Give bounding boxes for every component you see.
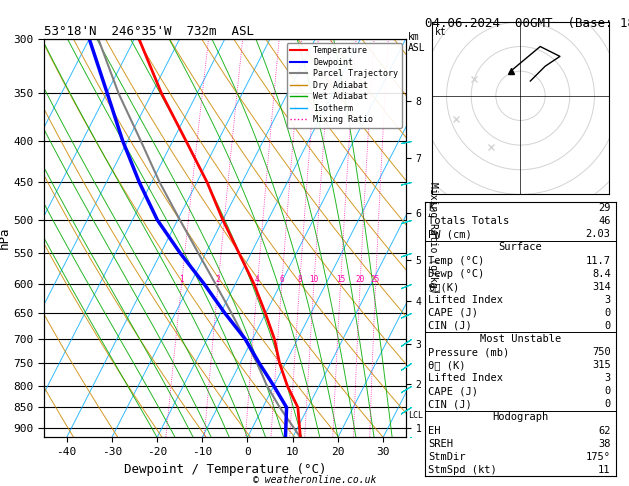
Text: CAPE (J): CAPE (J) <box>428 308 479 318</box>
Text: kt: kt <box>435 27 447 37</box>
Text: Lifted Index: Lifted Index <box>428 373 503 383</box>
Text: 8: 8 <box>298 275 302 284</box>
Text: 53°18'N  246°35'W  732m  ASL: 53°18'N 246°35'W 732m ASL <box>44 25 254 38</box>
Text: CIN (J): CIN (J) <box>428 399 472 409</box>
Text: 4: 4 <box>255 275 260 284</box>
Text: CIN (J): CIN (J) <box>428 321 472 331</box>
Text: CAPE (J): CAPE (J) <box>428 386 479 396</box>
Text: SREH: SREH <box>428 438 454 449</box>
Text: 04.06.2024  00GMT  (Base: 18): 04.06.2024 00GMT (Base: 18) <box>425 17 629 30</box>
Text: Lifted Index: Lifted Index <box>428 295 503 305</box>
Text: K: K <box>428 203 435 213</box>
Text: 29: 29 <box>598 203 611 213</box>
Text: Most Unstable: Most Unstable <box>480 334 561 344</box>
Legend: Temperature, Dewpoint, Parcel Trajectory, Dry Adiabat, Wet Adiabat, Isotherm, Mi: Temperature, Dewpoint, Parcel Trajectory… <box>287 43 401 128</box>
Text: EH: EH <box>428 426 441 435</box>
Text: Dewp (°C): Dewp (°C) <box>428 269 485 278</box>
Text: 175°: 175° <box>586 451 611 462</box>
Y-axis label: hPa: hPa <box>0 227 11 249</box>
Text: Temp (°C): Temp (°C) <box>428 256 485 265</box>
Text: 38: 38 <box>598 438 611 449</box>
Text: km
ASL: km ASL <box>408 32 425 53</box>
X-axis label: Dewpoint / Temperature (°C): Dewpoint / Temperature (°C) <box>124 463 326 476</box>
Text: PW (cm): PW (cm) <box>428 229 472 240</box>
Text: 0: 0 <box>604 386 611 396</box>
Text: 11: 11 <box>598 465 611 475</box>
Text: 315: 315 <box>592 360 611 370</box>
Text: 20: 20 <box>355 275 365 284</box>
Text: 1: 1 <box>179 275 184 284</box>
Text: 62: 62 <box>598 426 611 435</box>
Text: © weatheronline.co.uk: © weatheronline.co.uk <box>253 475 376 485</box>
Text: 25: 25 <box>371 275 380 284</box>
Text: 750: 750 <box>592 347 611 357</box>
Text: θᴄ(K): θᴄ(K) <box>428 282 460 292</box>
Text: 2.03: 2.03 <box>586 229 611 240</box>
Text: LCL: LCL <box>408 411 423 420</box>
Text: 46: 46 <box>598 216 611 226</box>
Text: 3: 3 <box>604 295 611 305</box>
Text: 0: 0 <box>604 308 611 318</box>
Text: 314: 314 <box>592 282 611 292</box>
Text: Pressure (mb): Pressure (mb) <box>428 347 509 357</box>
Text: 0: 0 <box>604 321 611 331</box>
Text: 10: 10 <box>309 275 318 284</box>
Text: 8.4: 8.4 <box>592 269 611 278</box>
Text: 15: 15 <box>336 275 345 284</box>
Text: Hodograph: Hodograph <box>493 413 548 422</box>
Text: StmSpd (kt): StmSpd (kt) <box>428 465 497 475</box>
Text: Surface: Surface <box>499 243 542 252</box>
Text: Totals Totals: Totals Totals <box>428 216 509 226</box>
Text: 0: 0 <box>604 399 611 409</box>
Text: θᴄ (K): θᴄ (K) <box>428 360 466 370</box>
Text: 3: 3 <box>604 373 611 383</box>
Y-axis label: Mixing Ratio (g/kg): Mixing Ratio (g/kg) <box>428 182 438 294</box>
Text: 2: 2 <box>216 275 220 284</box>
Text: 11.7: 11.7 <box>586 256 611 265</box>
Text: 6: 6 <box>279 275 284 284</box>
Text: StmDir: StmDir <box>428 451 466 462</box>
